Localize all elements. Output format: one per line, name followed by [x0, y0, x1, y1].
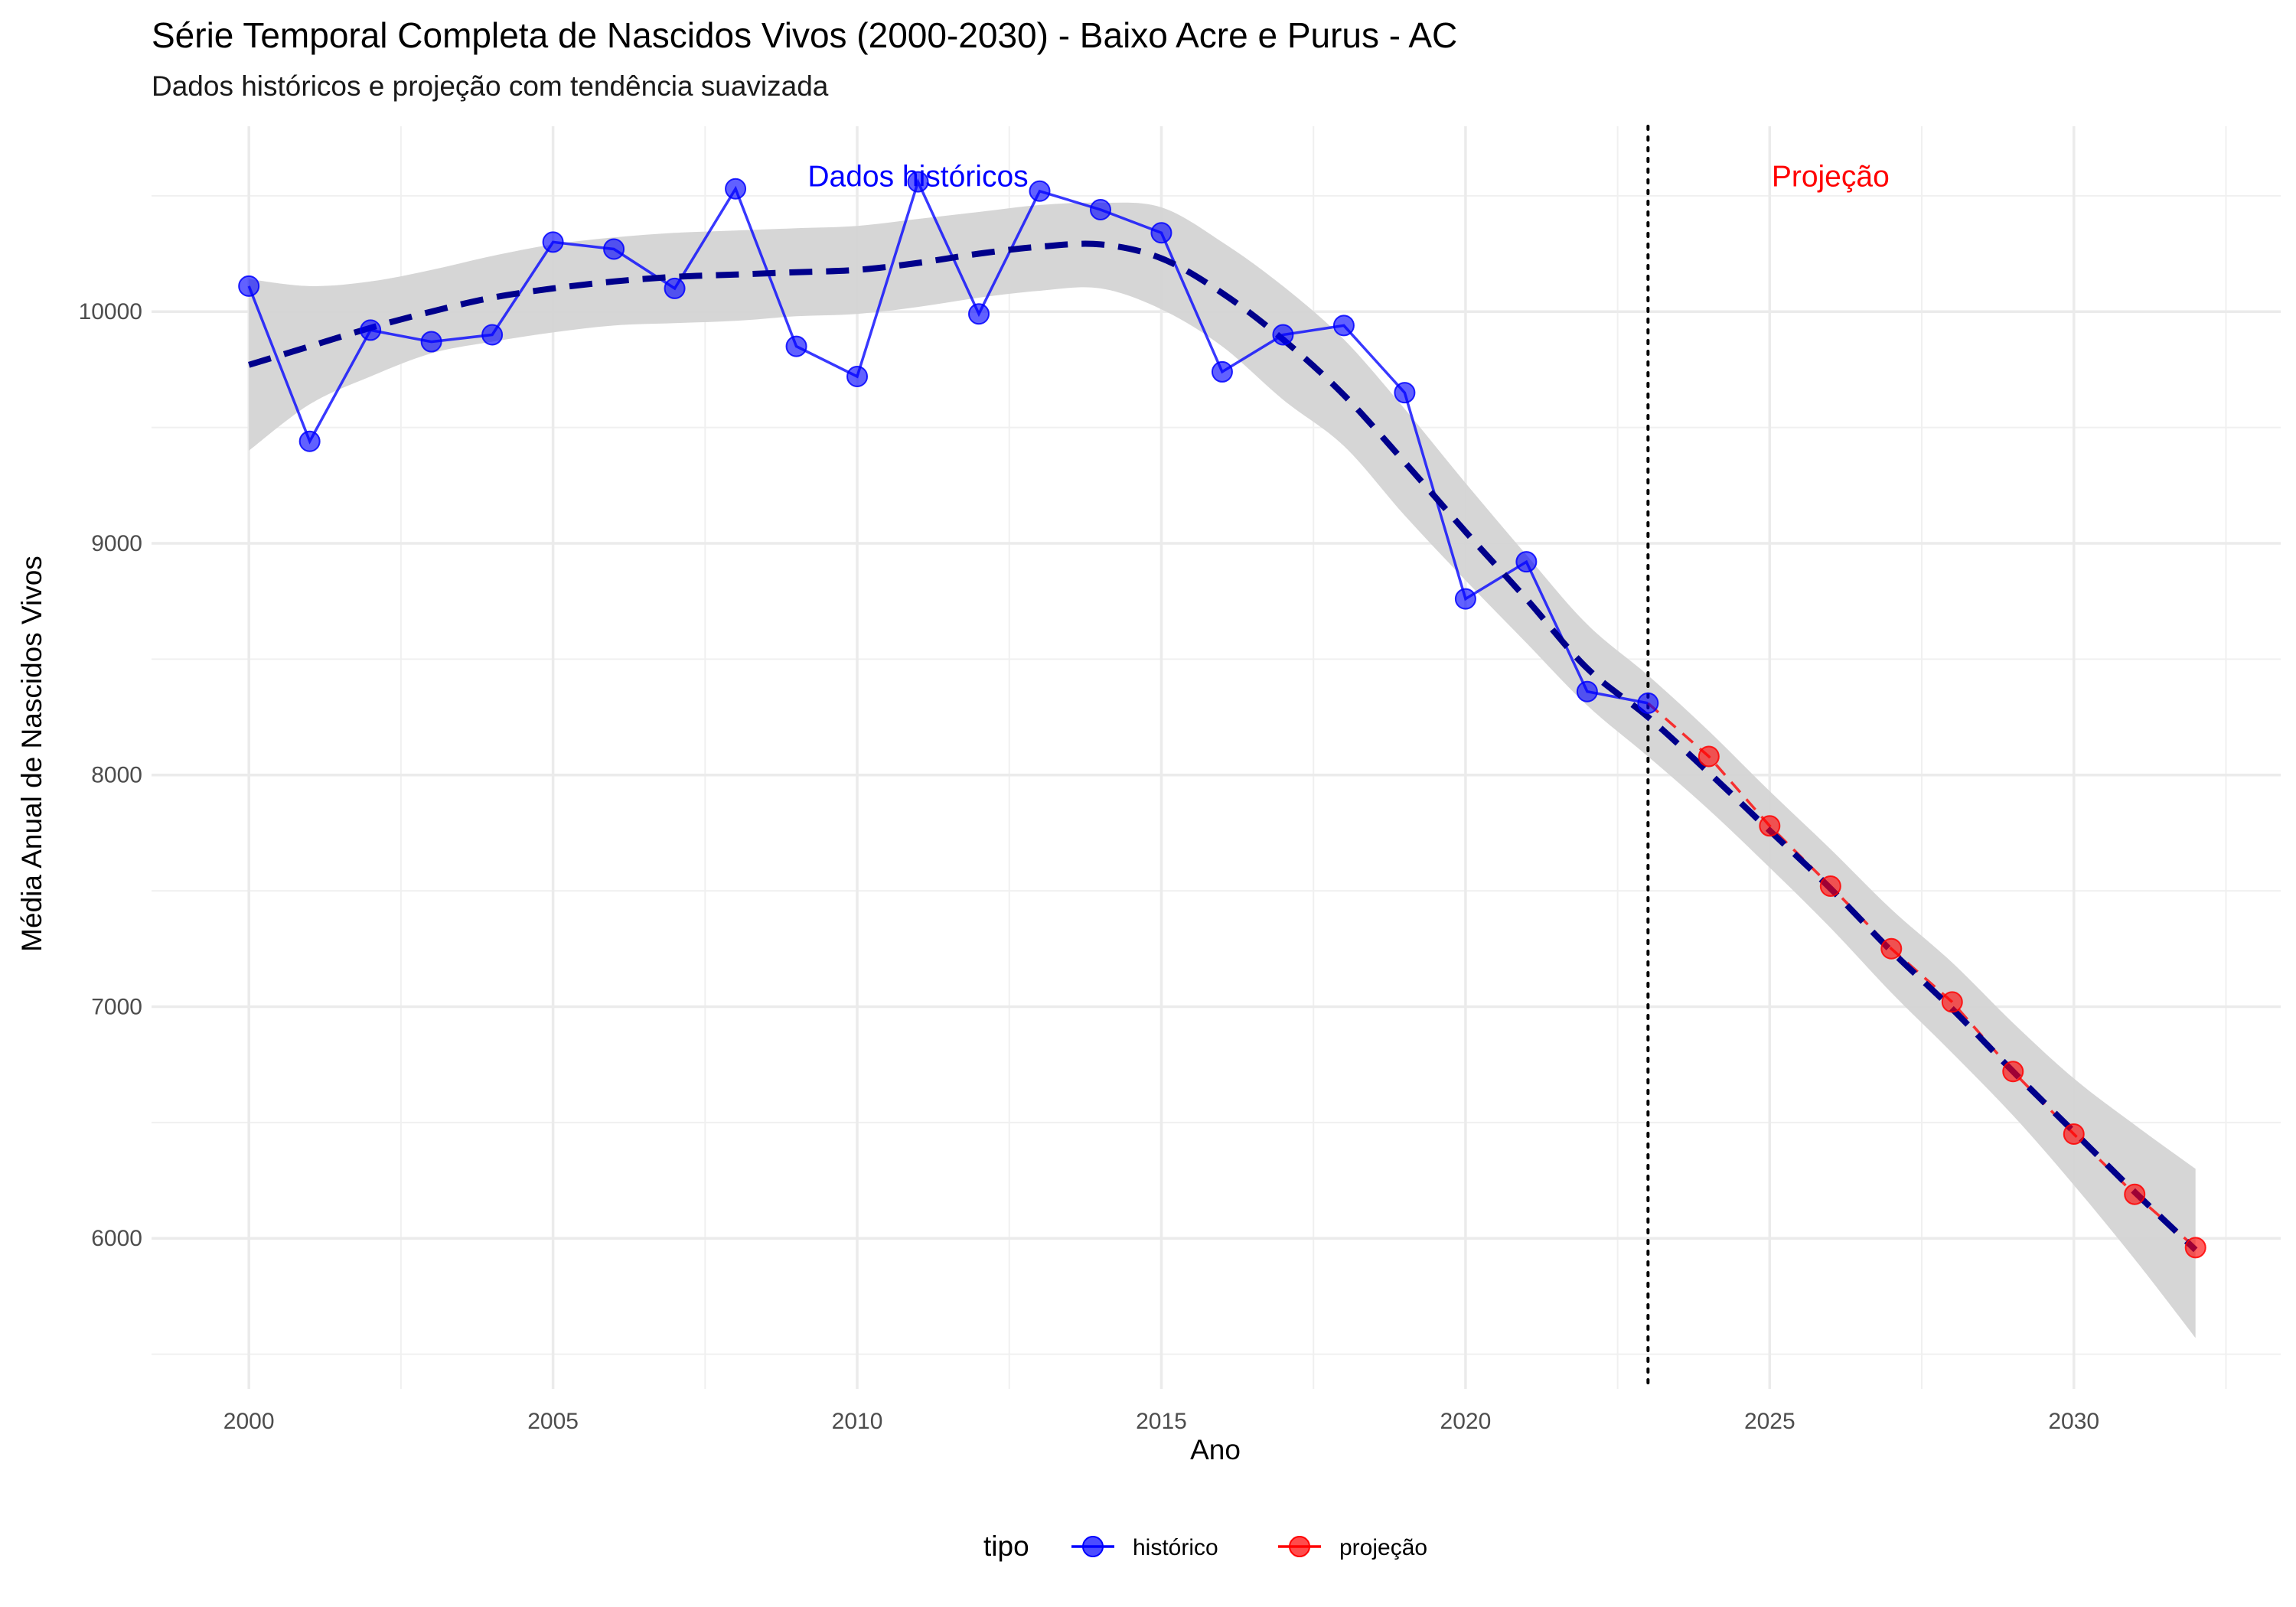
- y-tick-labels: 6000 7000 8000 9000 10000: [79, 299, 142, 1251]
- data-point-historico: [1515, 551, 1538, 573]
- data-point-historico: [1637, 692, 1659, 714]
- y-tick-label: 10000: [79, 299, 142, 324]
- legend-title: tipo: [983, 1530, 1029, 1562]
- data-point-projecao: [2002, 1061, 2024, 1083]
- data-point-historico: [360, 319, 382, 341]
- x-tick-label: 2025: [1744, 1409, 1795, 1434]
- data-point-historico: [846, 365, 869, 387]
- data-point-historico: [603, 238, 625, 260]
- data-point-historico: [664, 277, 686, 299]
- x-tick-labels: 2000 2005 2010 2015 2020 2025 2030: [223, 1409, 2099, 1434]
- data-point-projecao: [2124, 1183, 2146, 1205]
- data-point-projecao: [1880, 937, 1903, 960]
- x-tick-label: 2010: [832, 1409, 883, 1434]
- data-point-historico: [785, 335, 807, 357]
- data-point-projecao: [1941, 991, 1963, 1013]
- legend-key-point: [1082, 1536, 1104, 1557]
- y-axis-title: Média Anual de Nascidos Vivos: [16, 556, 47, 952]
- data-point-historico: [1029, 180, 1051, 202]
- legend-key-point: [1289, 1536, 1310, 1557]
- data-point-projecao: [1759, 815, 1781, 837]
- data-point-historico: [1272, 324, 1294, 346]
- legend: tipo histórico projeção: [983, 1530, 1427, 1562]
- data-point-projecao: [1819, 875, 1841, 898]
- x-tick-label: 2030: [2048, 1409, 2099, 1434]
- y-tick-label: 8000: [91, 763, 142, 788]
- data-point-historico: [1089, 198, 1111, 220]
- confidence-band-layer: [249, 202, 2196, 1338]
- data-point-historico: [298, 430, 321, 452]
- data-point-historico: [1576, 680, 1598, 702]
- legend-item-label: projeção: [1339, 1535, 1427, 1560]
- data-point-historico: [481, 324, 504, 346]
- grid-minor: [152, 126, 2281, 1389]
- data-point-historico: [1454, 588, 1476, 610]
- y-tick-label: 9000: [91, 531, 142, 556]
- x-tick-label: 2005: [527, 1409, 579, 1434]
- data-point-historico: [1211, 360, 1233, 383]
- data-point-projecao: [2184, 1237, 2206, 1259]
- points-layer: [238, 171, 2206, 1259]
- data-point-historico: [420, 331, 442, 353]
- legend-item-label: histórico: [1133, 1535, 1218, 1560]
- trend-layer: [248, 240, 2198, 1253]
- x-axis-title: Ano: [1190, 1434, 1241, 1465]
- data-point-projecao: [2063, 1123, 2085, 1145]
- data-point-historico: [907, 171, 929, 193]
- data-point-projecao: [1698, 745, 1720, 768]
- annotation-historico: Dados históricos: [807, 161, 1028, 194]
- data-point-historico: [968, 303, 990, 325]
- data-point-historico: [1394, 382, 1416, 404]
- data-point-historico: [725, 178, 747, 200]
- data-point-historico: [1332, 315, 1355, 337]
- annotation-layer: Dados históricos Projeção: [807, 161, 1889, 194]
- x-tick-label: 2015: [1136, 1409, 1187, 1434]
- x-tick-label: 2000: [223, 1409, 275, 1434]
- series-line-projecao: [1647, 702, 2197, 1249]
- annotation-projecao: Projeção: [1772, 161, 1890, 194]
- confidence-band: [249, 202, 2196, 1338]
- y-tick-label: 6000: [91, 1226, 142, 1251]
- chart-title: Série Temporal Completa de Nascidos Vivo…: [152, 15, 1457, 55]
- y-tick-label: 7000: [91, 994, 142, 1019]
- x-tick-label: 2020: [1440, 1409, 1492, 1434]
- data-point-historico: [1150, 222, 1172, 244]
- chart-subtitle: Dados históricos e projeção com tendênci…: [152, 70, 829, 102]
- legend-items: histórico projeção: [1071, 1535, 1427, 1560]
- trend-line: [248, 240, 2198, 1253]
- data-point-historico: [542, 231, 564, 253]
- data-point-historico: [238, 275, 260, 297]
